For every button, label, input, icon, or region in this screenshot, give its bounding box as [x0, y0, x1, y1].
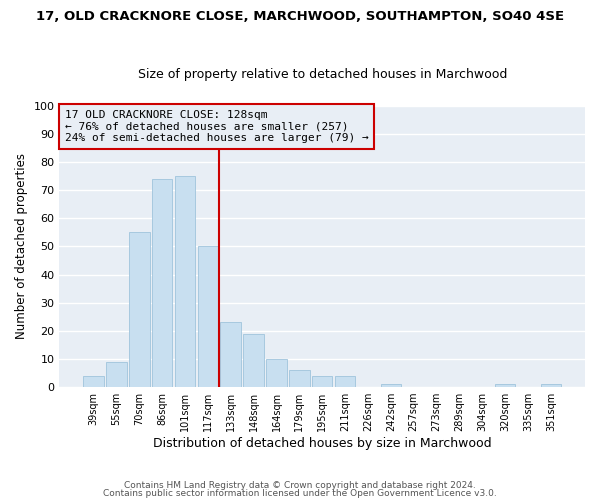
- Bar: [312, 376, 332, 387]
- Bar: [335, 376, 355, 387]
- X-axis label: Distribution of detached houses by size in Marchwood: Distribution of detached houses by size …: [153, 437, 491, 450]
- Bar: [266, 359, 287, 387]
- Text: 17, OLD CRACKNORE CLOSE, MARCHWOOD, SOUTHAMPTON, SO40 4SE: 17, OLD CRACKNORE CLOSE, MARCHWOOD, SOUT…: [36, 10, 564, 23]
- Text: Contains public sector information licensed under the Open Government Licence v3: Contains public sector information licen…: [103, 488, 497, 498]
- Bar: [541, 384, 561, 387]
- Bar: [197, 246, 218, 387]
- Title: Size of property relative to detached houses in Marchwood: Size of property relative to detached ho…: [137, 68, 507, 81]
- Bar: [220, 322, 241, 387]
- Bar: [175, 176, 196, 387]
- Bar: [244, 334, 264, 387]
- Y-axis label: Number of detached properties: Number of detached properties: [15, 154, 28, 340]
- Bar: [495, 384, 515, 387]
- Bar: [380, 384, 401, 387]
- Bar: [106, 362, 127, 387]
- Bar: [83, 376, 104, 387]
- Text: 17 OLD CRACKNORE CLOSE: 128sqm
← 76% of detached houses are smaller (257)
24% of: 17 OLD CRACKNORE CLOSE: 128sqm ← 76% of …: [65, 110, 368, 143]
- Bar: [289, 370, 310, 387]
- Bar: [152, 179, 172, 387]
- Text: Contains HM Land Registry data © Crown copyright and database right 2024.: Contains HM Land Registry data © Crown c…: [124, 481, 476, 490]
- Bar: [129, 232, 149, 387]
